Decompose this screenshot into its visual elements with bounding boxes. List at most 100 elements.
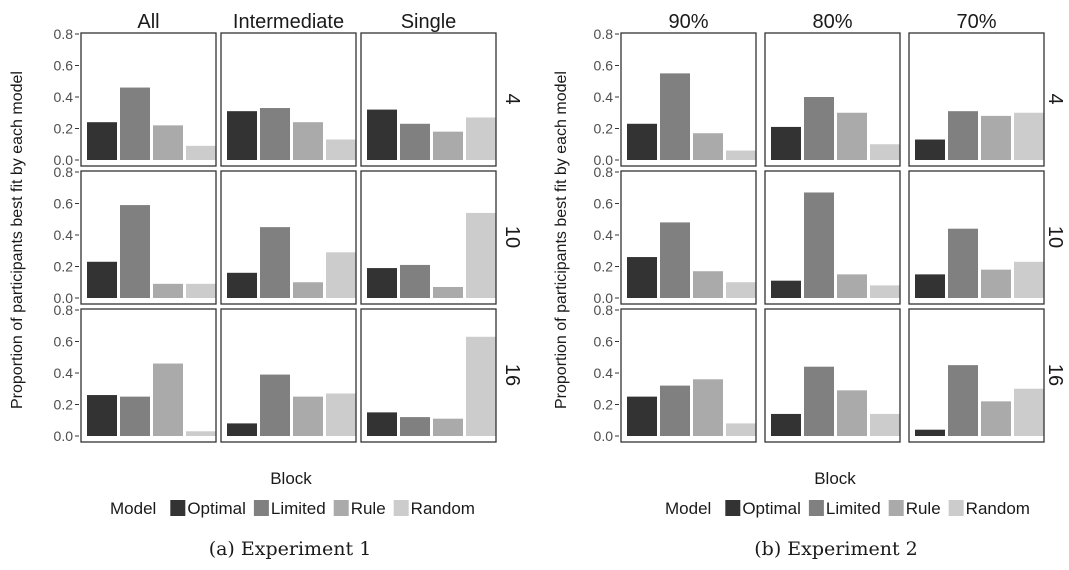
legend-swatch-optimal <box>725 500 741 516</box>
panel-border <box>220 32 357 167</box>
panel-70pct-16 <box>908 308 1045 443</box>
bar-limited <box>260 108 290 160</box>
panel-border <box>908 32 1045 167</box>
panel-border <box>908 308 1045 443</box>
bar-random <box>870 144 900 160</box>
bar-limited <box>260 374 290 436</box>
bar-random <box>1014 388 1044 436</box>
panel-single-4 <box>360 32 497 167</box>
y-tick-label: 0.8 <box>594 164 614 180</box>
legend-swatch-rule <box>333 500 349 516</box>
legend-label: Limited <box>826 499 881 518</box>
y-tick-label: 0.2 <box>594 259 614 275</box>
legend-label: Optimal <box>187 499 246 518</box>
bar-limited <box>400 417 430 436</box>
bar-rule <box>293 122 323 160</box>
row-label: 4 <box>501 93 523 104</box>
legend-swatch-limited <box>253 500 269 516</box>
panel-90pct-4 <box>620 32 757 167</box>
bar-limited <box>804 366 834 436</box>
panel-single-10 <box>360 170 497 305</box>
bar-limited <box>660 385 690 436</box>
legend-swatch-random <box>948 500 964 516</box>
y-tick-label: 0.6 <box>594 58 614 74</box>
bar-random <box>726 282 756 298</box>
bar-optimal <box>87 122 117 160</box>
y-axis-title: Proportion of participants best fit by e… <box>9 71 26 409</box>
chart-2: 90% 80% 70% 4 10 16 Proportion of participants… <box>553 11 1066 560</box>
legend: Model Optimal Limited Rule Random <box>110 499 475 518</box>
bar-limited <box>948 111 978 160</box>
row-label: 10 <box>501 226 523 248</box>
bar-random <box>1014 261 1044 298</box>
bar-rule <box>981 401 1011 436</box>
chart-1: All Intermediate Single 4 10 16 Proportion of … <box>9 11 523 560</box>
bar-rule <box>293 282 323 298</box>
bar-optimal <box>367 268 397 298</box>
bar-random <box>186 145 216 160</box>
row-label: 10 <box>1044 226 1066 248</box>
bar-random <box>870 413 900 436</box>
bar-rule <box>433 286 463 298</box>
bar-optimal <box>627 257 657 298</box>
bar-limited <box>120 205 150 298</box>
y-tick-label: 0.0 <box>594 290 614 306</box>
column-title: 80% <box>812 11 852 33</box>
bar-rule <box>837 274 867 298</box>
bar-limited <box>948 365 978 436</box>
y-tick-label: 0.2 <box>54 121 74 137</box>
bar-limited <box>400 123 430 160</box>
panel-80pct-10 <box>764 170 901 305</box>
bar-rule <box>693 133 723 160</box>
row-label: 16 <box>501 364 523 386</box>
panel-all-10 <box>80 170 217 305</box>
row-label: 4 <box>1044 93 1066 104</box>
y-tick-label: 0.4 <box>594 89 614 105</box>
panel-90pct-10 <box>620 170 757 305</box>
panel-all-16 <box>80 308 217 443</box>
y-tick-label: 0.4 <box>54 365 74 381</box>
panel-intermediate-4 <box>220 32 357 167</box>
bar-optimal <box>87 395 117 436</box>
panel-80pct-4 <box>764 32 901 167</box>
bar-optimal <box>367 109 397 160</box>
bar-optimal <box>627 123 657 160</box>
panel-all-4 <box>80 32 217 167</box>
bar-random <box>186 283 216 298</box>
panel-border <box>620 32 757 167</box>
bar-rule <box>981 115 1011 160</box>
column-title: Intermediate <box>233 11 344 33</box>
legend-label: Random <box>411 499 475 518</box>
bar-optimal <box>227 423 257 436</box>
bar-optimal <box>771 280 801 298</box>
y-tick-label: 0.8 <box>54 164 74 180</box>
legend-label: Random <box>966 499 1030 518</box>
y-tick-label: 0.4 <box>594 227 614 243</box>
bar-rule <box>153 283 183 298</box>
y-tick-label: 0.8 <box>54 26 74 42</box>
legend-title: Model <box>665 499 711 518</box>
y-tick-label: 0.2 <box>54 259 74 275</box>
panel-border <box>80 170 217 305</box>
y-tick-label: 0.0 <box>54 290 74 306</box>
bar-random <box>326 252 356 298</box>
x-axis-title: Block <box>270 469 312 488</box>
legend-label: Limited <box>271 499 326 518</box>
y-tick-label: 0.0 <box>54 152 74 168</box>
panel-border <box>620 170 757 305</box>
legend-label: Optimal <box>742 499 801 518</box>
panel-border <box>220 170 357 305</box>
bar-random <box>870 285 900 298</box>
bar-optimal <box>915 139 945 160</box>
panel-border <box>360 32 497 167</box>
row-label: 16 <box>1044 364 1066 386</box>
bar-rule <box>433 131 463 160</box>
y-tick-label: 0.6 <box>54 334 74 350</box>
bar-limited <box>120 396 150 436</box>
legend: Model Optimal Limited Rule Random <box>665 499 1030 518</box>
bar-random <box>726 150 756 160</box>
panel-single-16 <box>360 308 497 443</box>
legend-label: Rule <box>351 499 386 518</box>
bar-limited <box>804 97 834 160</box>
bar-optimal <box>915 429 945 436</box>
